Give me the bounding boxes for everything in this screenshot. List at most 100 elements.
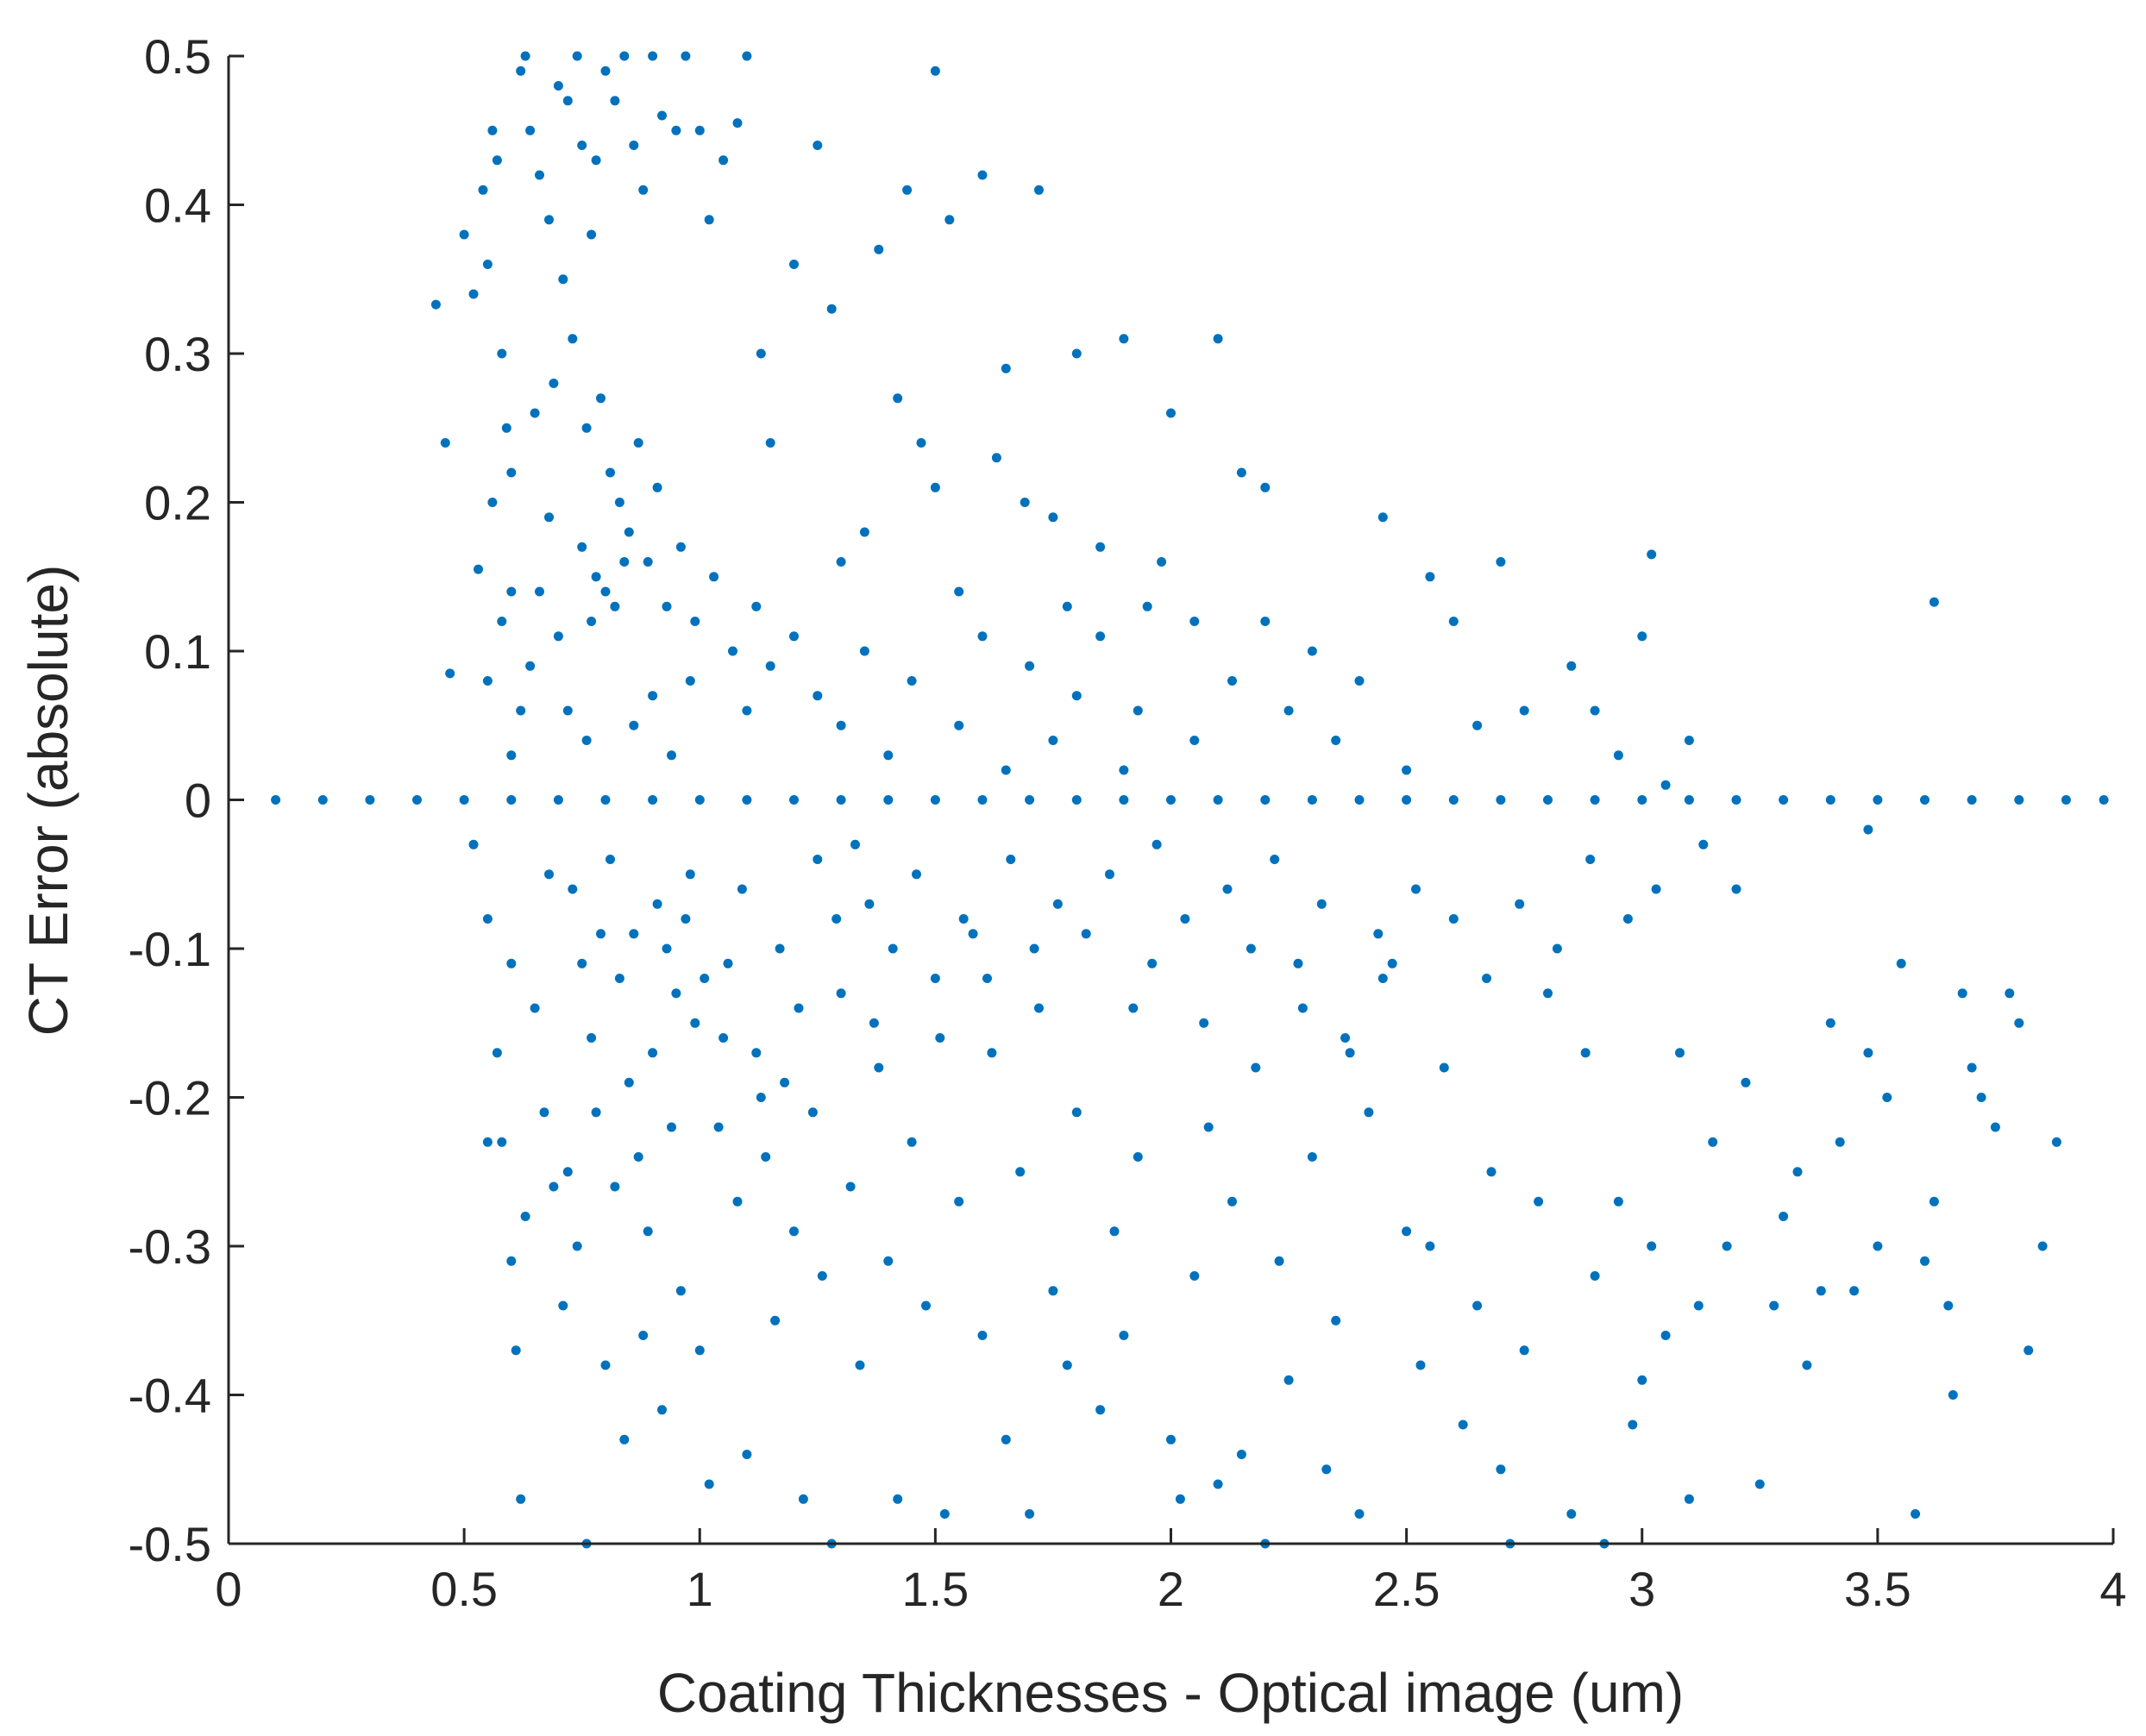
data-point	[977, 631, 988, 642]
data-point	[643, 1226, 653, 1237]
x-tick-label: 1	[687, 1562, 713, 1616]
data-point	[977, 1331, 988, 1340]
data-point	[657, 1405, 667, 1415]
data-point	[581, 423, 592, 433]
data-point	[487, 125, 498, 135]
data-point	[539, 1107, 549, 1118]
data-point	[629, 929, 639, 939]
x-tick-label: 2	[1158, 1562, 1184, 1616]
data-point	[633, 438, 643, 448]
data-point	[1025, 795, 1035, 805]
data-point	[1034, 185, 1044, 195]
data-point	[826, 304, 837, 314]
data-point	[549, 379, 559, 388]
data-point	[577, 542, 587, 552]
data-point	[629, 141, 639, 150]
data-point	[657, 110, 667, 121]
data-point	[850, 839, 860, 849]
data-point	[770, 1315, 781, 1326]
data-point	[864, 899, 875, 909]
data-point	[1345, 1048, 1355, 1058]
data-point	[930, 66, 940, 76]
data-point	[859, 646, 869, 656]
data-point	[1222, 884, 1233, 894]
data-point	[1316, 899, 1327, 909]
data-point	[1071, 1107, 1082, 1118]
data-point	[1708, 1137, 1718, 1147]
data-point	[562, 705, 573, 716]
data-point	[1307, 795, 1317, 805]
data-point	[685, 676, 695, 686]
data-point	[718, 1033, 729, 1043]
data-point	[482, 1137, 493, 1147]
data-point	[742, 705, 752, 716]
data-point	[610, 601, 620, 611]
data-point	[1151, 839, 1162, 849]
data-point	[648, 795, 658, 805]
data-point	[1637, 631, 1647, 642]
data-point	[813, 141, 823, 150]
data-point	[600, 66, 611, 76]
x-ticks: 0 0.5 1 1.5 2 2.5 3 3.5 4	[215, 1528, 2127, 1616]
data-point	[1613, 1196, 1623, 1206]
data-point	[558, 274, 568, 285]
data-point	[1001, 1434, 1011, 1445]
data-point	[1189, 1271, 1200, 1281]
data-point	[1402, 795, 1412, 805]
data-point	[765, 661, 775, 671]
data-point	[506, 467, 517, 478]
data-point	[587, 1033, 597, 1043]
data-point	[1967, 795, 1977, 805]
data-point	[1157, 557, 1167, 567]
data-point	[690, 617, 700, 626]
data-point	[893, 393, 903, 404]
data-point	[562, 1167, 573, 1177]
data-point	[1585, 855, 1596, 864]
y-tick-label: 0.4	[144, 179, 211, 233]
data-point	[1873, 795, 1883, 805]
data-point	[1698, 839, 1709, 849]
data-point	[1802, 1360, 1812, 1370]
data-point	[723, 958, 733, 968]
data-point	[836, 795, 846, 805]
data-point	[954, 1196, 964, 1206]
data-point	[619, 557, 630, 567]
data-point	[1684, 1494, 1694, 1504]
data-point	[1779, 795, 1789, 805]
data-point	[1095, 631, 1106, 642]
data-point	[751, 601, 762, 611]
data-point	[718, 155, 729, 166]
data-point	[596, 929, 606, 939]
data-point	[1128, 1003, 1139, 1013]
data-point	[1534, 1196, 1544, 1206]
data-point	[1001, 765, 1011, 775]
y-tick-label: -0.4	[129, 1369, 212, 1423]
data-point	[1293, 958, 1303, 968]
data-point	[1307, 646, 1317, 656]
data-point	[836, 557, 846, 567]
data-point	[492, 155, 502, 166]
y-tick-label: -0.2	[129, 1071, 212, 1125]
x-tick-label: 3	[1628, 1562, 1655, 1616]
data-point	[1307, 1152, 1317, 1162]
y-tick-label: -0.3	[129, 1219, 212, 1274]
data-point	[1590, 795, 1600, 805]
y-tick-label: 0.5	[144, 29, 211, 84]
data-point	[1213, 1479, 1223, 1489]
data-point	[648, 1048, 658, 1058]
data-point	[675, 1286, 686, 1296]
data-point	[1496, 557, 1506, 567]
data-point	[558, 1300, 568, 1311]
data-point	[874, 1062, 884, 1073]
data-point	[869, 1018, 879, 1028]
data-point	[1015, 1167, 1026, 1177]
data-point	[492, 1048, 502, 1058]
data-point	[675, 542, 686, 552]
data-point	[591, 572, 601, 582]
x-axis-title: Coating Thicknesses - Optical image (um)	[657, 1662, 1684, 1724]
data-point	[912, 869, 921, 880]
data-point	[581, 736, 592, 745]
data-point	[629, 720, 639, 730]
data-point	[1519, 705, 1529, 716]
data-point	[430, 299, 441, 310]
